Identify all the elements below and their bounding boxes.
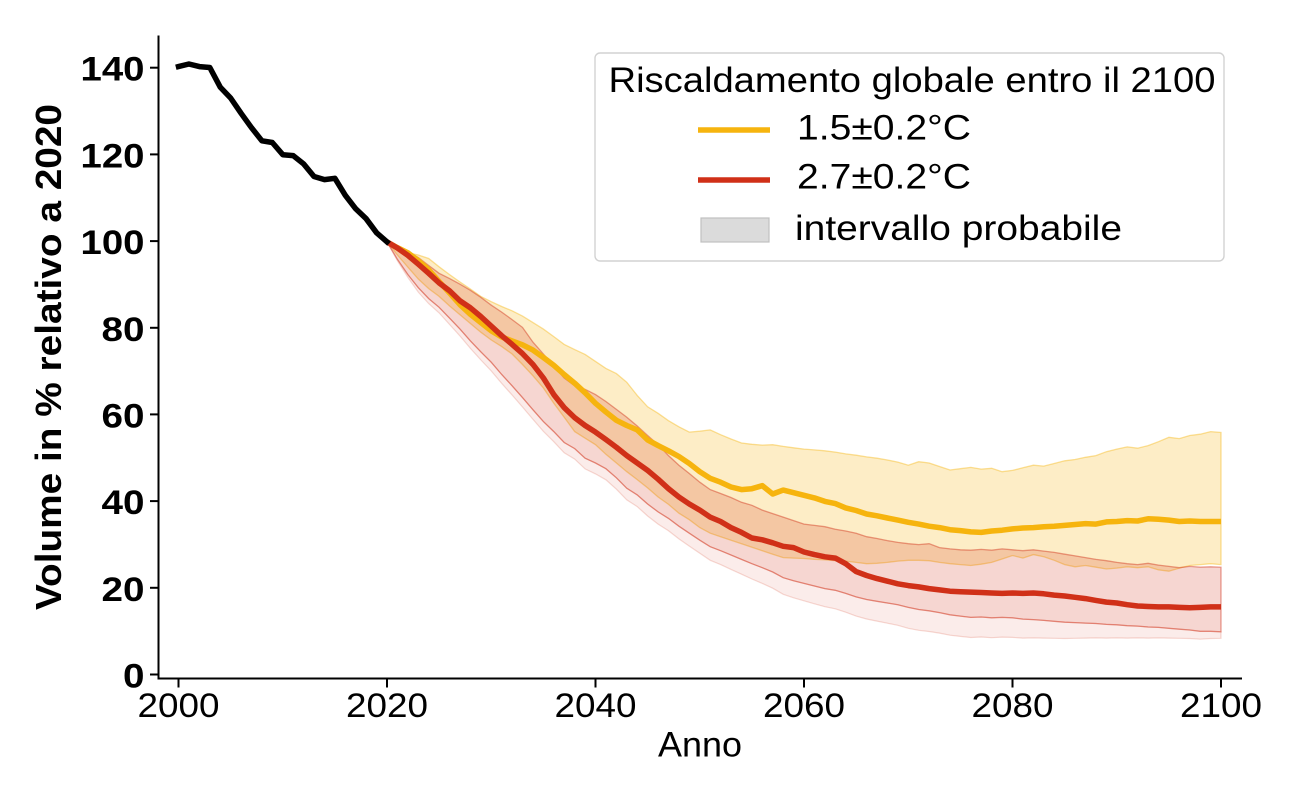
svg-text:Volume in % relativo a 2020: Volume in % relativo a 2020 bbox=[28, 104, 69, 610]
svg-text:2.7±0.2°C: 2.7±0.2°C bbox=[797, 158, 971, 197]
svg-text:100: 100 bbox=[81, 224, 145, 262]
svg-text:60: 60 bbox=[102, 397, 145, 435]
svg-text:2000: 2000 bbox=[138, 687, 220, 725]
svg-text:120: 120 bbox=[81, 137, 145, 175]
svg-text:2100: 2100 bbox=[1180, 687, 1262, 725]
svg-text:intervallo probabile: intervallo probabile bbox=[795, 209, 1122, 248]
svg-text:140: 140 bbox=[81, 51, 145, 89]
svg-text:40: 40 bbox=[102, 484, 145, 522]
svg-text:Anno: Anno bbox=[658, 726, 742, 765]
svg-text:0: 0 bbox=[123, 658, 145, 696]
svg-text:Riscaldamento globale entro il: Riscaldamento globale entro il 2100 bbox=[609, 61, 1216, 100]
svg-text:2020: 2020 bbox=[346, 687, 428, 725]
svg-text:20: 20 bbox=[102, 571, 145, 609]
svg-text:80: 80 bbox=[102, 311, 145, 349]
svg-text:2060: 2060 bbox=[763, 687, 845, 725]
svg-text:1.5±0.2°C: 1.5±0.2°C bbox=[797, 109, 971, 148]
svg-text:2080: 2080 bbox=[972, 687, 1054, 725]
svg-text:2040: 2040 bbox=[555, 687, 637, 725]
